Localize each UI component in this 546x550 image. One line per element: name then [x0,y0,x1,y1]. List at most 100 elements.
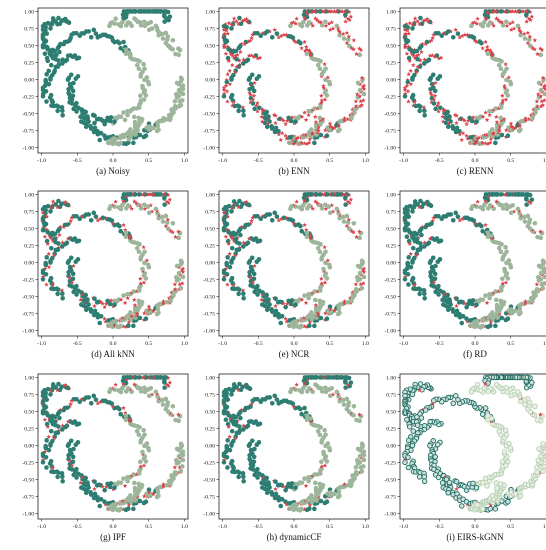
scatter-panel: 1.00 0.75 0.50 0.25 0.00 -0.25 -0.50 -0.75 -1.00… [10,366,189,548]
data-point [297,22,303,27]
data-point [53,247,59,253]
data-point [262,31,268,36]
noise-point [226,241,231,246]
noise-point [504,23,510,28]
noise-point [151,192,156,197]
data-point [116,297,121,302]
noise-point [172,281,178,287]
data-point [502,427,509,433]
data-point [482,202,487,208]
data-point [105,115,110,121]
noise-point [521,31,527,36]
x-tick-label: 0.0 [291,158,298,164]
noise-point [299,140,304,145]
data-point [344,213,350,219]
data-point [234,430,240,436]
noise-point [241,240,246,245]
data-point [112,302,117,308]
noise-point [255,100,260,106]
data-point [357,235,362,241]
noise-point [507,21,513,26]
data-point [227,447,233,453]
noise-point [224,88,230,94]
noise-point [459,137,465,142]
noise-point [502,83,507,88]
noise-point [306,112,311,118]
data-point [504,202,509,208]
data-point [317,481,323,487]
noise-point [422,240,427,245]
noise-point [141,244,146,250]
data-point [321,449,326,455]
data-point [68,438,74,444]
noise-point [110,404,116,409]
noise-point [503,61,508,67]
data-point [477,39,482,44]
data-point [415,56,420,62]
data-point [417,291,422,297]
data-point [274,31,280,36]
noise-point [167,197,173,202]
data-point [231,465,237,471]
noise-point [322,463,328,468]
noise-point [417,204,422,210]
data-point [312,297,318,303]
data-point [141,61,146,67]
noise-point [241,423,246,428]
data-point [410,245,416,251]
data-point [250,398,255,404]
data-point [355,263,361,269]
x-tick-label: -1.0 [37,158,46,164]
data-point [68,255,74,261]
y-tick-label: 0.75 [24,26,34,32]
data-point [417,45,423,51]
data-point [304,389,310,394]
noise-point [454,113,459,118]
data-point [55,470,61,475]
data-point [170,403,176,409]
data-point [542,281,546,286]
data-point [483,293,488,298]
data-point [312,480,318,486]
data-point [348,380,354,385]
data-point [240,471,246,476]
data-point [322,427,327,433]
data-point [91,27,97,33]
noise-point [103,502,108,507]
noise-point [410,62,416,68]
y-tick-label: 0.50 [386,409,396,415]
noise-point [342,301,347,306]
data-point [254,76,260,82]
data-point [128,310,133,315]
data-point [313,485,319,491]
data-point [480,228,485,234]
noise-point [50,465,55,471]
x-tick-label: -0.5 [435,341,444,347]
noise-point [167,380,173,385]
data-point [252,106,257,112]
data-point [418,198,423,204]
data-point [97,503,103,509]
noise-point [534,281,540,287]
data-point [485,51,491,57]
noise-point [40,210,46,215]
data-point [346,400,352,405]
data-point [236,474,241,480]
data-point [538,52,543,58]
data-point [417,108,422,114]
data-point [258,33,264,39]
data-point [535,457,541,464]
data-point [323,249,328,255]
data-point [435,76,441,82]
data-point [263,294,268,299]
data-point [535,234,540,240]
data-point [324,133,330,138]
noise-point [313,16,318,21]
data-point [263,111,268,116]
noise-point [272,27,278,32]
data-point [56,15,61,21]
data-point [131,472,136,477]
data-point [128,127,133,132]
noise-point [336,28,341,33]
data-point [238,415,243,421]
